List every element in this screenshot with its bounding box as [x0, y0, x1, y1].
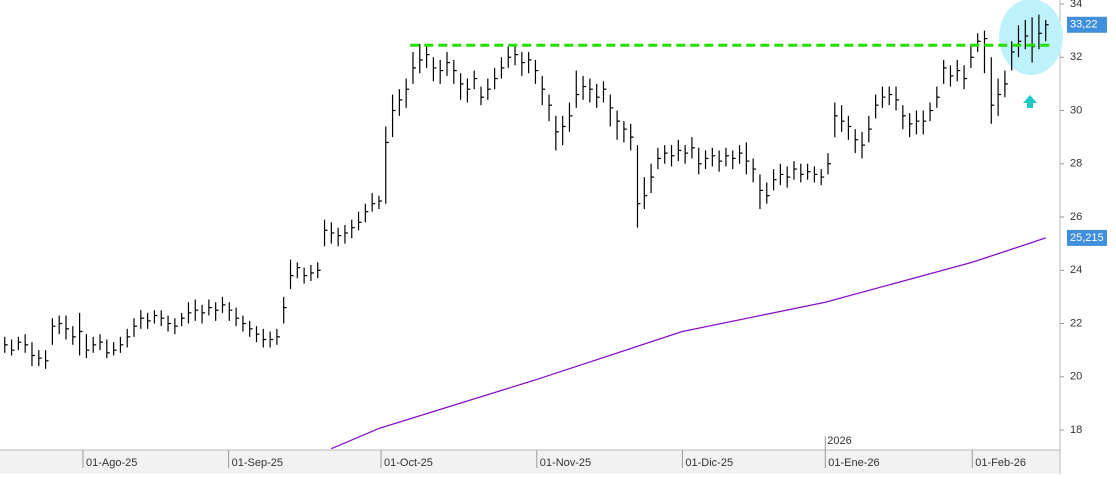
x-tick-label: 01-Feb-26	[975, 457, 1026, 469]
y-tick-label: 28	[1070, 158, 1082, 170]
y-tick-label: 30	[1070, 104, 1082, 116]
x-axis-strip	[0, 450, 1060, 474]
x-tick-label: 01-Ago-25	[86, 457, 137, 469]
x-tick-label: 01-Nov-25	[540, 457, 591, 469]
annotation: 2026	[827, 435, 851, 447]
y-tick-label: 18	[1070, 424, 1082, 436]
y-tick-label: 32	[1070, 51, 1082, 63]
y-tick-label: 34	[1070, 0, 1082, 10]
x-tick-label: 01-Sep-25	[232, 457, 283, 469]
highlight-ellipse	[999, 0, 1063, 75]
price-box	[1067, 229, 1107, 246]
y-tick-label: 20	[1070, 371, 1082, 383]
y-tick-label: 22	[1070, 317, 1082, 329]
price-box	[1067, 16, 1107, 33]
moving-average	[331, 237, 1046, 450]
price-label: 25,215	[1070, 232, 1104, 244]
x-tick-label: 01-Ene-26	[828, 457, 879, 469]
y-tick-label: 26	[1070, 211, 1082, 223]
price-label: 33,22	[1070, 19, 1098, 31]
x-tick-label: 01-Oct-25	[384, 457, 433, 469]
up-arrow	[1023, 95, 1037, 108]
y-tick-label: 24	[1070, 264, 1082, 276]
x-tick-label: 01-Dic-25	[685, 457, 733, 469]
